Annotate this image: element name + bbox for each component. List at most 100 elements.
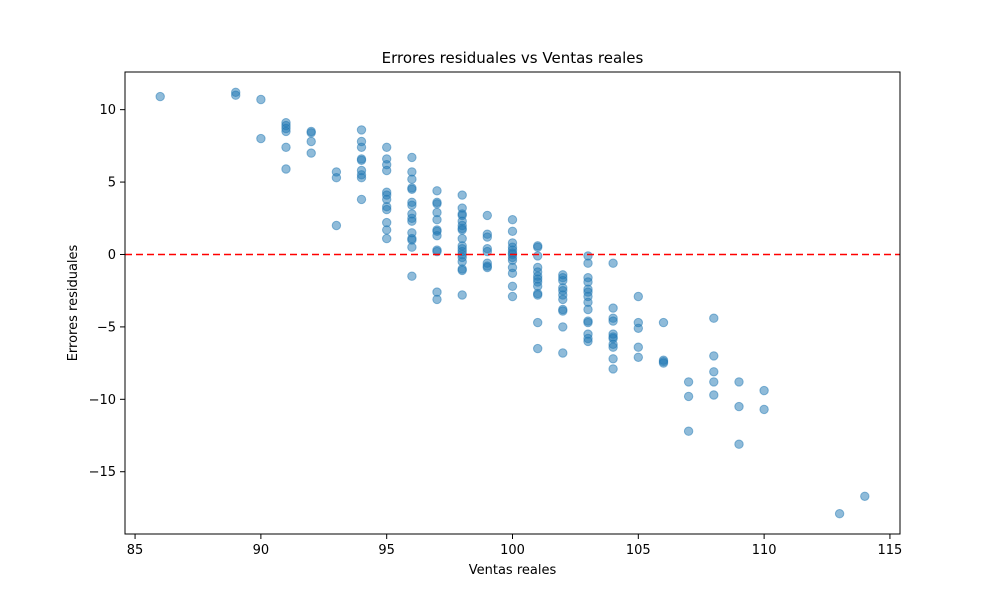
data-point: [281, 126, 291, 137]
data-point: [306, 128, 316, 138]
y-tick-label: 0: [108, 248, 116, 263]
data-point: [608, 354, 618, 364]
data-point: [482, 262, 492, 273]
data-point: [633, 342, 643, 352]
data-point: [709, 377, 719, 387]
data-point: [356, 194, 367, 205]
data-point: [608, 364, 618, 374]
data-point: [306, 148, 316, 158]
data-point: [382, 165, 392, 176]
data-point: [432, 199, 442, 209]
y-axis-ticks: −15 −10 −5 0 5 10: [89, 103, 125, 480]
data-point: [734, 377, 744, 387]
data-point: [281, 142, 291, 153]
data-point: [432, 186, 442, 196]
data-point: [482, 246, 492, 257]
data-point: [331, 220, 342, 231]
data-point: [608, 342, 618, 352]
data-point: [382, 225, 392, 235]
data-point: [482, 210, 492, 221]
data-point: [382, 233, 392, 244]
data-point: [507, 226, 518, 237]
data-point: [507, 268, 518, 278]
data-point: [407, 174, 417, 184]
y-tick-label: −5: [97, 320, 116, 335]
chart-title: Errores residuales vs Ventas reales: [382, 49, 644, 67]
data-point: [356, 173, 367, 183]
data-point: [709, 313, 719, 323]
data-point: [658, 358, 669, 368]
points-layer: [155, 87, 870, 519]
data-point: [533, 251, 543, 261]
data-point: [583, 336, 593, 347]
y-tick-label: −10: [89, 393, 116, 408]
data-point: [482, 232, 492, 242]
data-point: [608, 303, 618, 313]
x-tick-label: 90: [253, 543, 270, 558]
data-point: [533, 317, 543, 328]
data-point: [633, 291, 643, 302]
data-point: [407, 242, 417, 252]
data-point: [709, 390, 719, 400]
data-point: [507, 281, 518, 291]
x-tick-label: 95: [378, 543, 395, 558]
data-point: [407, 271, 417, 281]
data-point: [583, 304, 593, 315]
data-point: [633, 352, 643, 362]
y-tick-label: −15: [89, 465, 116, 480]
data-point: [407, 200, 417, 210]
data-point: [759, 404, 769, 415]
data-point: [533, 242, 543, 252]
data-point: [734, 401, 744, 412]
x-axis-label: Ventas reales: [469, 563, 557, 578]
data-point: [533, 343, 543, 354]
data-point: [558, 348, 568, 358]
data-point: [558, 306, 568, 316]
data-point: [382, 142, 392, 153]
data-point: [457, 290, 467, 300]
data-point: [382, 204, 392, 215]
data-point: [507, 291, 518, 302]
data-point: [860, 491, 870, 501]
data-point: [407, 216, 417, 226]
data-point: [356, 125, 367, 135]
data-point: [507, 215, 518, 225]
y-axis-label: Errores residuales: [66, 244, 81, 361]
data-point: [683, 391, 694, 402]
x-tick-label: 110: [752, 543, 777, 558]
data-point: [558, 322, 568, 332]
data-point: [683, 426, 694, 436]
y-tick-label: 5: [108, 176, 116, 191]
data-point: [306, 136, 316, 147]
data-point: [759, 385, 769, 396]
data-point: [834, 509, 845, 519]
data-point: [583, 317, 593, 328]
data-point: [583, 258, 593, 268]
data-point: [734, 439, 744, 449]
data-point: [633, 323, 643, 333]
data-point: [407, 152, 417, 163]
x-tick-label: 85: [127, 543, 144, 558]
data-point: [658, 317, 669, 328]
data-point: [558, 294, 568, 305]
data-point: [356, 142, 367, 153]
data-point: [432, 215, 442, 225]
x-tick-label: 100: [500, 543, 525, 558]
y-tick-label: 10: [99, 103, 116, 118]
data-point: [256, 133, 266, 144]
data-point: [231, 90, 241, 100]
data-point: [432, 231, 442, 241]
data-point: [533, 290, 543, 300]
data-point: [331, 173, 342, 183]
data-point: [407, 184, 417, 195]
data-point: [432, 294, 442, 305]
data-point: [683, 377, 694, 387]
data-point: [709, 351, 719, 361]
data-point: [356, 155, 367, 166]
x-tick-label: 105: [626, 543, 651, 558]
data-point: [281, 164, 291, 174]
data-point: [457, 225, 467, 235]
data-point: [457, 265, 467, 276]
data-point: [432, 246, 442, 257]
